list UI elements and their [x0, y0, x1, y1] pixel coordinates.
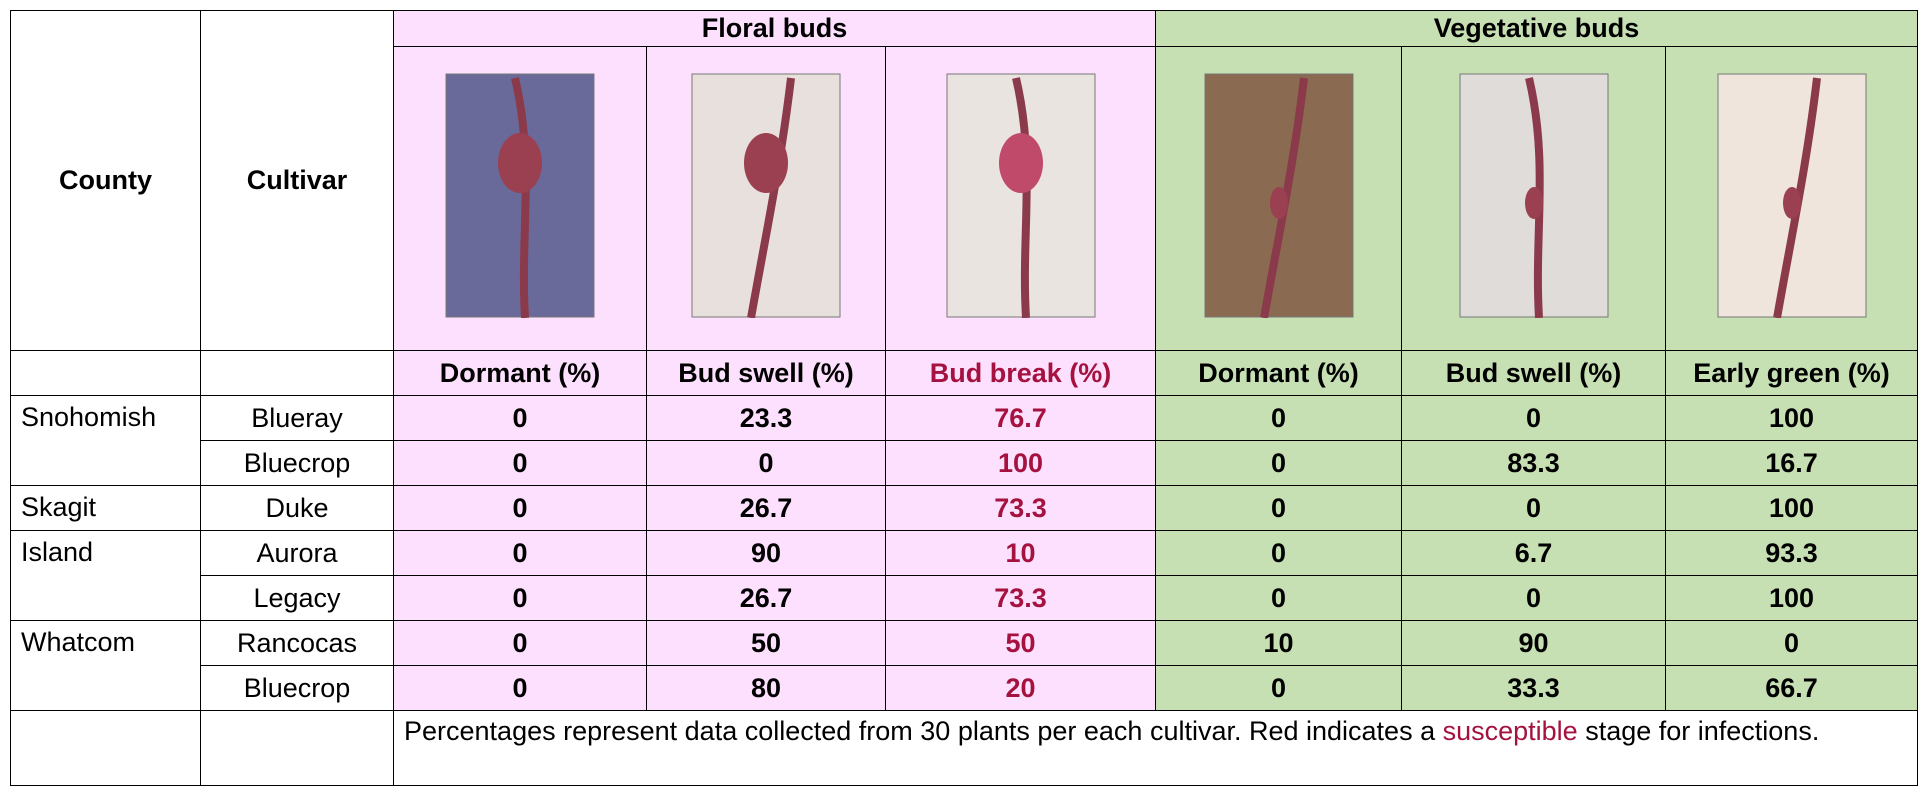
cultivar: Aurora [201, 531, 394, 576]
percent-value: 0 [1666, 621, 1918, 666]
percent-value: 0 [1156, 576, 1402, 621]
percent-value: 0 [394, 531, 647, 576]
percent-value: 16.7 [1666, 441, 1918, 486]
bud-photo [1459, 73, 1609, 318]
percent-value: 83.3 [1402, 441, 1666, 486]
percent-value: 10 [886, 531, 1156, 576]
percent-value: 0 [394, 486, 647, 531]
percent-value: 6.7 [1402, 531, 1666, 576]
stage-header: Bud break (%) [886, 351, 1156, 396]
image-cell [1402, 47, 1666, 351]
cultivar-header: Cultivar [201, 11, 394, 351]
note-text: Percentages represent data collected fro… [404, 716, 1443, 746]
percent-value: 0 [1156, 486, 1402, 531]
bud-photo [691, 73, 841, 318]
percent-value: 0 [1402, 576, 1666, 621]
note-row: Percentages represent data collected fro… [11, 711, 1918, 786]
percent-value: 0 [1156, 441, 1402, 486]
percent-value: 0 [1156, 666, 1402, 711]
note-highlight: susceptible [1443, 716, 1578, 746]
percent-value: 0 [1156, 396, 1402, 441]
county: Island [11, 531, 201, 621]
percent-value: 0 [1402, 486, 1666, 531]
percent-value: 10 [1156, 621, 1402, 666]
stage-header: Dormant (%) [394, 351, 647, 396]
percent-value: 0 [394, 666, 647, 711]
stage-header: Dormant (%) [1156, 351, 1402, 396]
image-cell [1156, 47, 1402, 351]
county: Whatcom [11, 621, 201, 711]
bud-photo [946, 73, 1096, 318]
body: County Cultivar Floral buds Vegetative b… [0, 0, 1927, 785]
floral-header: Floral buds [394, 11, 1156, 47]
empty-cell [11, 711, 201, 786]
cultivar: Legacy [201, 576, 394, 621]
image-cell [394, 47, 647, 351]
percent-value: 100 [886, 441, 1156, 486]
image-cell [1666, 47, 1918, 351]
stage-header: Bud swell (%) [647, 351, 886, 396]
note-text: stage for infections. [1578, 716, 1820, 746]
page: Bud stages table {"table":{"header":{"co… [0, 0, 1927, 785]
percent-value: 0 [1156, 531, 1402, 576]
percent-value: 100 [1666, 576, 1918, 621]
stage-row: Dormant (%)Bud swell (%)Bud break (%)Dor… [11, 351, 1918, 396]
percent-value: 0 [394, 441, 647, 486]
cultivar: Duke [201, 486, 394, 531]
empty-cell [201, 711, 394, 786]
percent-value: 50 [886, 621, 1156, 666]
percent-value: 26.7 [647, 576, 886, 621]
stage-header: Bud swell (%) [1402, 351, 1666, 396]
stage-header: Early green (%) [1666, 351, 1918, 396]
percent-value: 93.3 [1666, 531, 1918, 576]
note: Percentages represent data collected fro… [394, 711, 1918, 786]
table-body: County Cultivar Floral buds Vegetative b… [11, 11, 1918, 786]
percent-value: 0 [394, 621, 647, 666]
percent-value: 90 [1402, 621, 1666, 666]
county: Skagit [11, 486, 201, 531]
percent-value: 33.3 [1402, 666, 1666, 711]
cultivar: Blueray [201, 396, 394, 441]
empty-cell [11, 351, 201, 396]
percent-value: 0 [394, 396, 647, 441]
percent-value: 73.3 [886, 576, 1156, 621]
image-cell [647, 47, 886, 351]
percent-value: 20 [886, 666, 1156, 711]
cultivar: Bluecrop [201, 666, 394, 711]
cultivar: Rancocas [201, 621, 394, 666]
percent-value: 50 [647, 621, 886, 666]
empty-cell [201, 351, 394, 396]
percent-value: 100 [1666, 486, 1918, 531]
percent-value: 90 [647, 531, 886, 576]
bud-photo [1717, 73, 1867, 318]
percent-value: 100 [1666, 396, 1918, 441]
percent-value: 0 [647, 441, 886, 486]
bud-table: County Cultivar Floral buds Vegetative b… [10, 10, 1918, 786]
group-header-row: County Cultivar Floral buds Vegetative b… [11, 11, 1918, 47]
county-header: County [11, 11, 201, 351]
percent-value: 80 [647, 666, 886, 711]
vegetative-header: Vegetative buds [1156, 11, 1918, 47]
bud-photo [1204, 73, 1354, 318]
image-cell [886, 47, 1156, 351]
percent-value: 23.3 [647, 396, 886, 441]
bud-photo [445, 73, 595, 318]
percent-value: 73.3 [886, 486, 1156, 531]
percent-value: 76.7 [886, 396, 1156, 441]
cultivar: Bluecrop [201, 441, 394, 486]
percent-value: 66.7 [1666, 666, 1918, 711]
percent-value: 0 [394, 576, 647, 621]
percent-value: 26.7 [647, 486, 886, 531]
county: Snohomish [11, 396, 201, 486]
percent-value: 0 [1402, 396, 1666, 441]
